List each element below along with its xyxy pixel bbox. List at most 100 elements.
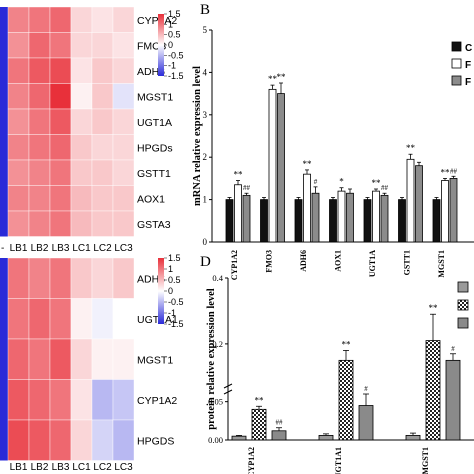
heatmap-column-label: LB3	[52, 462, 70, 473]
heatmap-row-label: UGT1A1	[137, 314, 178, 326]
heatmap-cell	[112, 159, 135, 186]
heatmap-cell	[49, 134, 72, 161]
heatmap-cell	[28, 32, 51, 59]
bar-b	[294, 199, 303, 243]
x-tick-label-d: CYP1A2	[247, 447, 256, 474]
heatmap-row-label: GSTA3	[137, 219, 171, 231]
bar-b	[277, 93, 285, 243]
bar-b	[380, 194, 389, 243]
y-axis-label-b: mRNA relative expression level	[192, 66, 203, 206]
legend-swatch-d	[457, 281, 469, 293]
colorbar-tick-label: 1	[168, 19, 173, 29]
bar-d	[425, 340, 441, 441]
bar-d	[318, 434, 334, 441]
heatmap-top: CYP1A2FMO3ADH6MGST1UGT1AHPGDsGSTT1AOX1GS…	[0, 6, 184, 254]
heatmap-cell	[49, 338, 72, 380]
heatmap-cell	[91, 6, 114, 33]
colorbar-tick-label: 0	[168, 286, 173, 296]
significance-mark-b: **	[303, 159, 313, 169]
heatmap-cell	[7, 379, 30, 421]
heatmap-column-label: LB2	[31, 243, 49, 254]
x-tick-label-b: ADH6	[299, 250, 308, 272]
heatmap-cell	[49, 6, 72, 33]
bar-b	[372, 190, 380, 243]
x-tick-label-b: AOX1	[334, 250, 343, 272]
heatmap-row-label: HPGDs	[137, 142, 173, 154]
heatmap-cell	[70, 32, 93, 59]
colorbar-tick-label: -1	[168, 61, 176, 71]
heatmap-cell	[7, 159, 30, 186]
y-tick-label-b: 3	[203, 110, 208, 120]
heatmap-cell	[28, 419, 51, 461]
y-tick-label-d: 0.00	[208, 435, 223, 445]
heatmap-cell	[28, 210, 51, 237]
heatmap-column-label: LB1	[10, 243, 28, 254]
x-tick-label-d: MGST1	[421, 447, 430, 474]
heatmap-cell	[49, 298, 72, 340]
heatmap-cell	[28, 6, 51, 33]
heatmap-cell	[112, 257, 135, 299]
heatmap-cell	[28, 134, 51, 161]
heatmap-cell	[70, 159, 93, 186]
heatmap-cell	[7, 338, 30, 380]
heatmap-cell	[49, 83, 72, 110]
heatmap-cell	[112, 32, 135, 59]
heatmap-cell	[49, 57, 72, 84]
heatmap-cell	[49, 419, 72, 461]
significance-mark-d: ##	[276, 419, 284, 427]
heatmap-cell	[112, 108, 135, 135]
significance-mark-b: ##	[450, 167, 458, 175]
bar-b	[449, 177, 458, 243]
heatmap-cell	[70, 83, 93, 110]
colorbar-tick-label: 1	[168, 264, 173, 274]
bar-b	[242, 194, 251, 243]
heatmap-cell	[70, 108, 93, 135]
significance-mark-d: **	[342, 339, 352, 349]
bar-b	[406, 158, 415, 243]
heatmap-cell	[49, 257, 72, 299]
bar-d	[445, 359, 461, 441]
bar-b	[268, 88, 277, 243]
heatmap-cell	[112, 419, 135, 461]
heatmap-row-label: GSTT1	[137, 168, 171, 180]
y-tick-label-d: 0.05	[208, 397, 223, 407]
x-tick-label-b: CYP1A2	[230, 250, 239, 280]
heatmap-cell	[28, 83, 51, 110]
heatmap-cell	[28, 108, 51, 135]
heatmap-column-label: LC2	[93, 462, 112, 473]
heatmap-cell	[70, 419, 93, 461]
significance-mark-b: #	[314, 178, 318, 186]
heatmap-row-label: UGT1A	[137, 117, 172, 129]
heatmap-cell	[112, 338, 135, 380]
heatmap-column-label: LB2	[31, 462, 49, 473]
bar-d	[231, 435, 247, 441]
legend-swatch-d	[457, 299, 469, 311]
heatmap-edge-column	[0, 7, 8, 237]
heatmap-cell	[28, 338, 51, 380]
x-tick-label-b: UGT1A	[368, 250, 377, 277]
heatmap-column-prefix: -	[1, 243, 4, 254]
legend-swatch-b	[451, 58, 462, 69]
colorbar-tick-label: 0	[168, 40, 173, 50]
legend-label-b: F	[465, 77, 471, 88]
heatmap-cell	[28, 57, 51, 84]
heatmap-cell	[7, 83, 30, 110]
y-tick-label-b: 4	[203, 67, 208, 77]
heatmap-cell	[91, 419, 114, 461]
heatmap-cell	[7, 419, 30, 461]
colorbar-tick-label: 0.5	[168, 275, 181, 285]
y-tick-label-d: 0.2	[212, 339, 223, 349]
heatmap-cell	[91, 185, 114, 212]
heatmap-cell	[28, 185, 51, 212]
bar-b	[432, 199, 441, 243]
heatmap-cell	[112, 134, 135, 161]
heatmap-cell	[49, 108, 72, 135]
heatmap-cell	[7, 257, 30, 299]
heatmap-column-label: LB3	[52, 243, 70, 254]
heatmap-column-label: LC1	[72, 243, 91, 254]
bar-d	[358, 405, 374, 441]
heatmap-cell	[7, 210, 30, 237]
y-tick-label-b: 0	[203, 237, 208, 247]
heatmap-column-label: LC1	[72, 462, 91, 473]
